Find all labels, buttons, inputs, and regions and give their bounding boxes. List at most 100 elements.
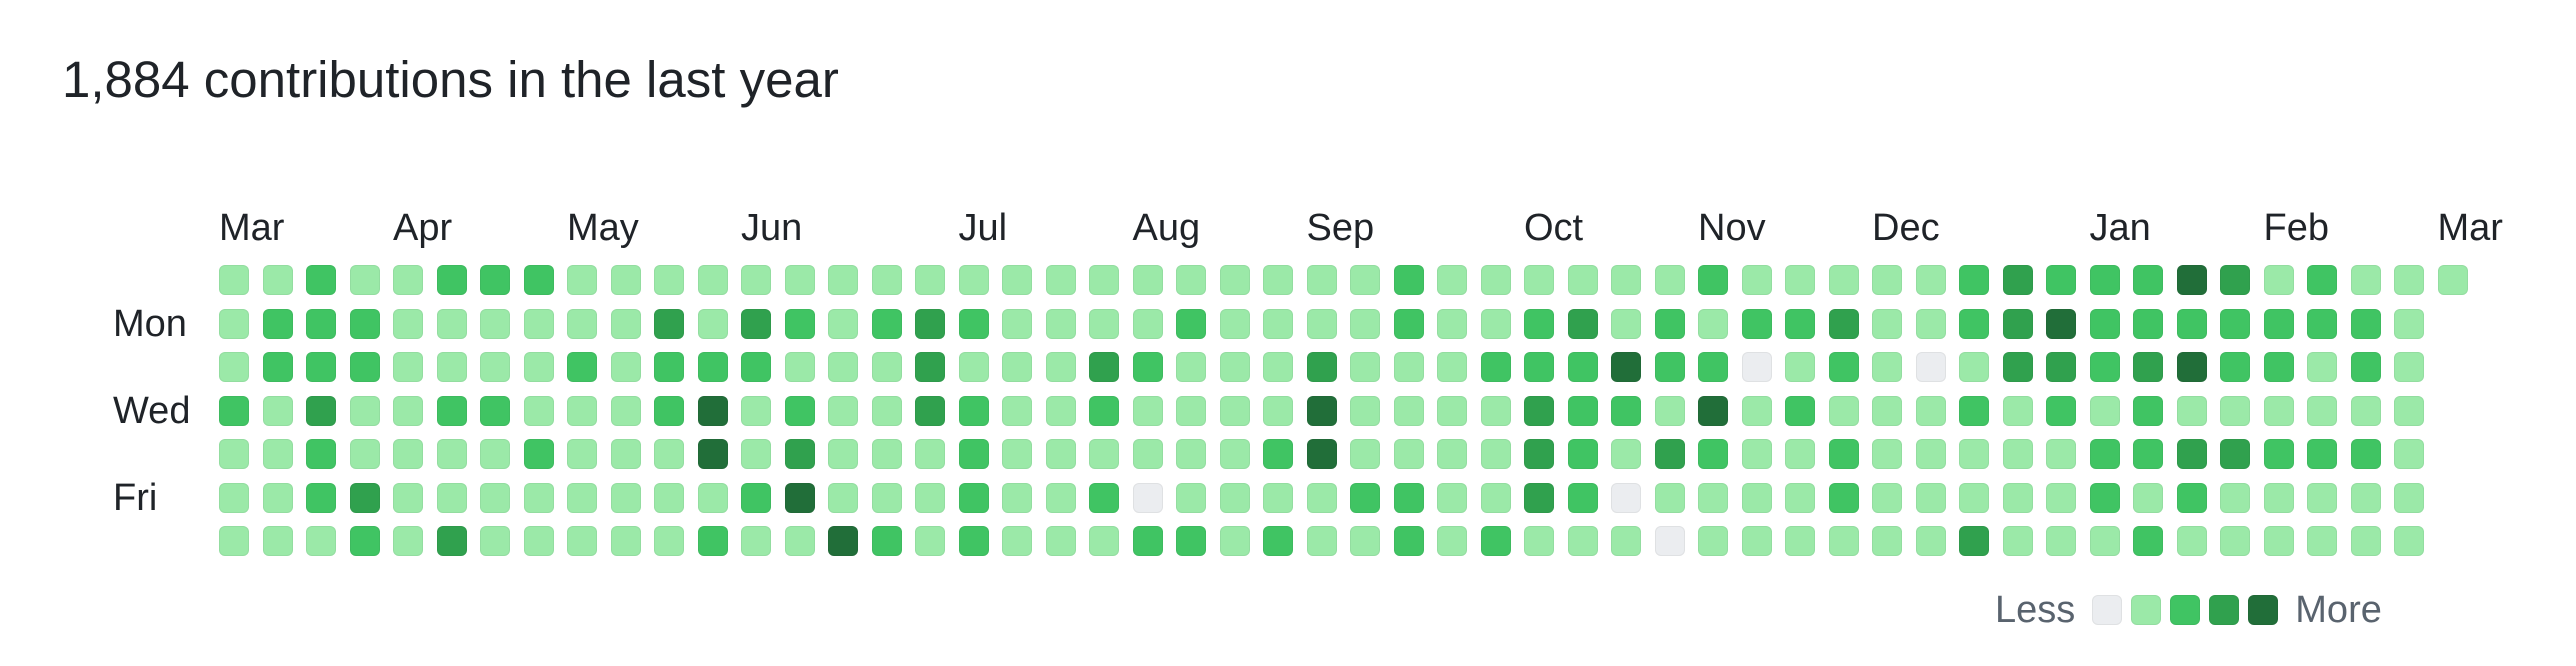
- contribution-day-cell[interactable]: [2350, 482, 2381, 513]
- contribution-day-cell[interactable]: [828, 395, 858, 426]
- contribution-day-cell[interactable]: [1263, 526, 1293, 556]
- contribution-day-cell[interactable]: [1959, 265, 1989, 295]
- contribution-day-cell[interactable]: [654, 439, 684, 469]
- contribution-day-cell[interactable]: [2089, 482, 2120, 513]
- contribution-day-cell[interactable]: [915, 526, 945, 556]
- contribution-day-cell[interactable]: [2350, 352, 2381, 382]
- contribution-day-cell[interactable]: [1480, 395, 1511, 426]
- contribution-day-cell[interactable]: [1437, 352, 1467, 382]
- contribution-day-cell[interactable]: [2307, 265, 2337, 295]
- contribution-day-cell[interactable]: [219, 308, 249, 339]
- contribution-day-cell[interactable]: [2307, 352, 2337, 382]
- contribution-day-cell[interactable]: [480, 395, 510, 426]
- contribution-day-cell[interactable]: [958, 265, 989, 295]
- contribution-day-cell[interactable]: [262, 439, 293, 469]
- contribution-day-cell[interactable]: [1785, 439, 1815, 469]
- contribution-day-cell[interactable]: [523, 439, 554, 469]
- contribution-day-cell[interactable]: [828, 352, 858, 382]
- contribution-day-cell[interactable]: [1872, 395, 1902, 426]
- contribution-day-cell[interactable]: [1089, 352, 1119, 382]
- contribution-day-cell[interactable]: [2220, 352, 2250, 382]
- contribution-day-cell[interactable]: [784, 265, 815, 295]
- contribution-day-cell[interactable]: [1132, 352, 1163, 382]
- contribution-day-cell[interactable]: [1132, 439, 1163, 469]
- contribution-day-cell[interactable]: [1741, 352, 1772, 382]
- contribution-day-cell[interactable]: [828, 265, 858, 295]
- contribution-day-cell[interactable]: [2263, 526, 2294, 556]
- contribution-day-cell[interactable]: [2220, 482, 2250, 513]
- contribution-day-cell[interactable]: [1045, 265, 1076, 295]
- contribution-day-cell[interactable]: [567, 352, 597, 382]
- contribution-day-cell[interactable]: [2089, 265, 2120, 295]
- contribution-day-cell[interactable]: [871, 526, 902, 556]
- contribution-day-cell[interactable]: [219, 265, 249, 295]
- contribution-day-cell[interactable]: [1524, 439, 1554, 469]
- contribution-day-cell[interactable]: [958, 482, 989, 513]
- contribution-day-cell[interactable]: [219, 395, 249, 426]
- contribution-day-cell[interactable]: [958, 439, 989, 469]
- contribution-day-cell[interactable]: [1741, 265, 1772, 295]
- contribution-day-cell[interactable]: [2133, 352, 2163, 382]
- contribution-day-cell[interactable]: [1002, 439, 1032, 469]
- contribution-day-cell[interactable]: [1045, 352, 1076, 382]
- contribution-day-cell[interactable]: [1959, 352, 1989, 382]
- contribution-day-cell[interactable]: [2394, 526, 2424, 556]
- contribution-day-cell[interactable]: [2220, 395, 2250, 426]
- contribution-day-cell[interactable]: [1567, 482, 1598, 513]
- contribution-day-cell[interactable]: [1176, 352, 1206, 382]
- contribution-day-cell[interactable]: [1002, 265, 1032, 295]
- contribution-day-cell[interactable]: [393, 526, 423, 556]
- contribution-day-cell[interactable]: [262, 352, 293, 382]
- contribution-day-cell[interactable]: [436, 308, 467, 339]
- contribution-day-cell[interactable]: [654, 526, 684, 556]
- contribution-day-cell[interactable]: [523, 482, 554, 513]
- contribution-day-cell[interactable]: [871, 265, 902, 295]
- contribution-day-cell[interactable]: [2046, 352, 2076, 382]
- contribution-day-cell[interactable]: [1828, 439, 1859, 469]
- contribution-day-cell[interactable]: [1654, 482, 1685, 513]
- contribution-day-cell[interactable]: [2394, 482, 2424, 513]
- contribution-day-cell[interactable]: [741, 352, 771, 382]
- contribution-day-cell[interactable]: [523, 526, 554, 556]
- contribution-day-cell[interactable]: [1045, 526, 1076, 556]
- contribution-day-cell[interactable]: [654, 352, 684, 382]
- contribution-day-cell[interactable]: [480, 352, 510, 382]
- contribution-day-cell[interactable]: [741, 526, 771, 556]
- contribution-day-cell[interactable]: [1828, 395, 1859, 426]
- contribution-day-cell[interactable]: [2350, 308, 2381, 339]
- contribution-day-cell[interactable]: [1654, 526, 1685, 556]
- contribution-day-cell[interactable]: [697, 265, 728, 295]
- contribution-day-cell[interactable]: [393, 395, 423, 426]
- contribution-day-cell[interactable]: [393, 265, 423, 295]
- contribution-day-cell[interactable]: [1350, 482, 1380, 513]
- contribution-day-cell[interactable]: [697, 395, 728, 426]
- contribution-day-cell[interactable]: [1480, 352, 1511, 382]
- contribution-day-cell[interactable]: [1002, 526, 1032, 556]
- contribution-day-cell[interactable]: [1741, 308, 1772, 339]
- contribution-day-cell[interactable]: [2263, 265, 2294, 295]
- contribution-day-cell[interactable]: [871, 439, 902, 469]
- contribution-day-cell[interactable]: [2089, 395, 2120, 426]
- contribution-day-cell[interactable]: [1350, 395, 1380, 426]
- contribution-day-cell[interactable]: [1785, 352, 1815, 382]
- contribution-day-cell[interactable]: [1872, 439, 1902, 469]
- contribution-day-cell[interactable]: [1132, 482, 1163, 513]
- contribution-day-cell[interactable]: [1176, 482, 1206, 513]
- contribution-day-cell[interactable]: [610, 265, 641, 295]
- contribution-day-cell[interactable]: [306, 395, 336, 426]
- contribution-day-cell[interactable]: [393, 482, 423, 513]
- contribution-day-cell[interactable]: [1306, 352, 1337, 382]
- contribution-day-cell[interactable]: [1480, 526, 1511, 556]
- contribution-day-cell[interactable]: [2002, 308, 2033, 339]
- contribution-day-cell[interactable]: [828, 308, 858, 339]
- contribution-day-cell[interactable]: [1828, 482, 1859, 513]
- contribution-day-cell[interactable]: [1915, 439, 1946, 469]
- contribution-day-cell[interactable]: [1654, 439, 1685, 469]
- contribution-day-cell[interactable]: [2220, 265, 2250, 295]
- contribution-day-cell[interactable]: [1263, 352, 1293, 382]
- contribution-day-cell[interactable]: [1698, 352, 1728, 382]
- contribution-day-cell[interactable]: [1350, 308, 1380, 339]
- contribution-day-cell[interactable]: [349, 395, 380, 426]
- contribution-day-cell[interactable]: [2046, 526, 2076, 556]
- contribution-day-cell[interactable]: [1741, 526, 1772, 556]
